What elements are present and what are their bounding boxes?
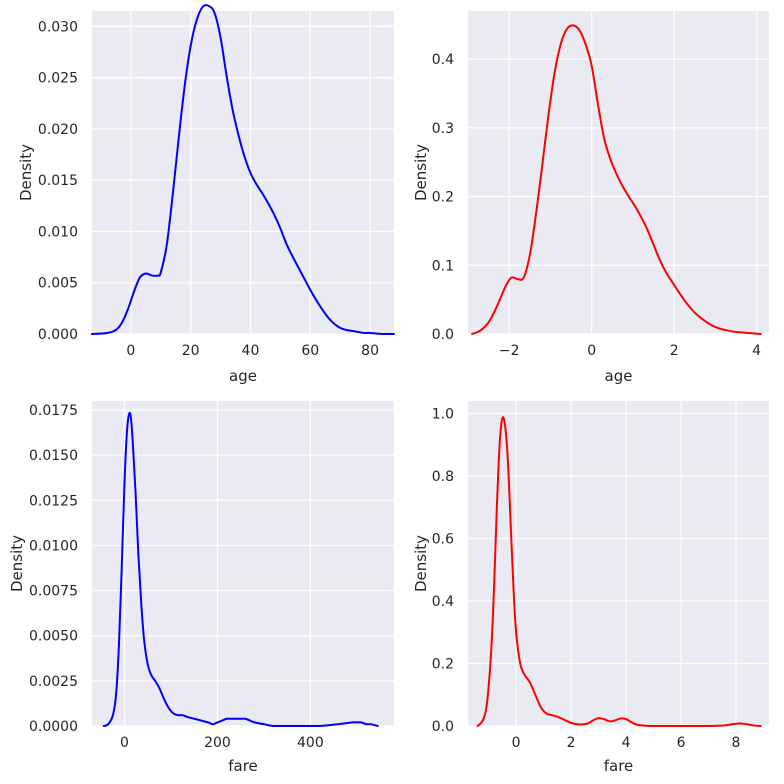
x-tick-label: 0 (512, 735, 521, 751)
plot-area (92, 11, 394, 334)
x-tick-label: 0 (120, 735, 129, 751)
x-tick-label: 20 (182, 343, 200, 359)
x-tick-label: 80 (361, 343, 379, 359)
y-tick-label: 0.0175 (29, 403, 78, 419)
y-tick-label: 0.0000 (29, 719, 78, 735)
x-tick-label: 4 (622, 735, 631, 751)
y-tick-label: 0.010 (38, 224, 78, 240)
x-axis-label: age (229, 367, 257, 385)
y-tick-label: 0.0025 (29, 674, 78, 690)
x-tick-label: 0 (587, 343, 596, 359)
x-tick-label: 400 (297, 735, 324, 751)
x-axis-label: fare (228, 757, 258, 775)
y-tick-label: 0.0150 (29, 448, 78, 464)
x-tick-label: 6 (677, 735, 686, 751)
density-curve (102, 411, 379, 728)
x-tick-label: 8 (732, 735, 741, 751)
y-axis-label: Density (8, 535, 26, 592)
y-tick-label: 0.6 (432, 532, 454, 548)
y-axis-label: Density (17, 144, 35, 201)
y-tick-label: 0.3 (432, 121, 454, 137)
y-tick-label: 0.2 (432, 657, 454, 673)
y-tick-label: 0.1 (432, 258, 454, 274)
y-tick-label: 0.0100 (29, 538, 78, 554)
x-axis-label: age (605, 367, 633, 385)
y-tick-label: 0.0125 (29, 493, 78, 509)
y-tick-label: 0.020 (38, 122, 78, 138)
y-tick-label: 0.0 (432, 719, 454, 735)
y-tick-label: 0.030 (38, 19, 78, 35)
subplot-age-scaled: −2 0 2 4 0.0 0.1 0.2 0.3 0.4 age Density (412, 11, 769, 385)
x-tick-label: 200 (204, 735, 231, 751)
x-tick-label: 2 (567, 735, 576, 751)
plot-area (468, 11, 769, 334)
subplot-age-original: 0 20 40 60 80 0.000 0.005 0.010 0.015 0.020 0.025 0… (17, 4, 395, 385)
plot-area (92, 401, 394, 726)
y-tick-label: 0.0050 (29, 629, 78, 645)
y-axis-label: Density (412, 535, 430, 592)
y-tick-label: 0.015 (38, 173, 78, 189)
y-tick-label: 0.000 (38, 327, 78, 343)
y-tick-label: 0.0075 (29, 584, 78, 600)
y-tick-label: 0.4 (432, 594, 454, 610)
y-tick-label: 0.2 (432, 190, 454, 206)
y-tick-label: 0.025 (38, 71, 78, 87)
y-tick-label: 0.005 (38, 276, 78, 292)
y-tick-label: 0.8 (432, 469, 454, 485)
density-curve (471, 24, 762, 335)
density-curve (476, 416, 762, 728)
plot-area (468, 401, 769, 726)
y-tick-label: 1.0 (432, 407, 454, 423)
x-tick-label: −2 (499, 343, 520, 359)
x-tick-label: 40 (242, 343, 260, 359)
density-curve (91, 4, 395, 335)
x-tick-label: 0 (126, 343, 135, 359)
x-axis-label: fare (604, 757, 634, 775)
subplot-fare-scaled: 0 2 4 6 8 0.0 0.2 0.4 0.6 0.8 1.0 fare Density (412, 401, 769, 775)
y-tick-label: 0.4 (432, 52, 454, 68)
subplot-fare-original: 0 200 400 0.0000 0.0025 0.0050 0.0075 0.0100 0.0… (8, 401, 394, 775)
x-tick-label: 60 (301, 343, 319, 359)
y-axis-label: Density (412, 144, 430, 201)
x-tick-label: 4 (752, 343, 761, 359)
y-tick-label: 0.0 (432, 327, 454, 343)
x-tick-label: 2 (670, 343, 679, 359)
